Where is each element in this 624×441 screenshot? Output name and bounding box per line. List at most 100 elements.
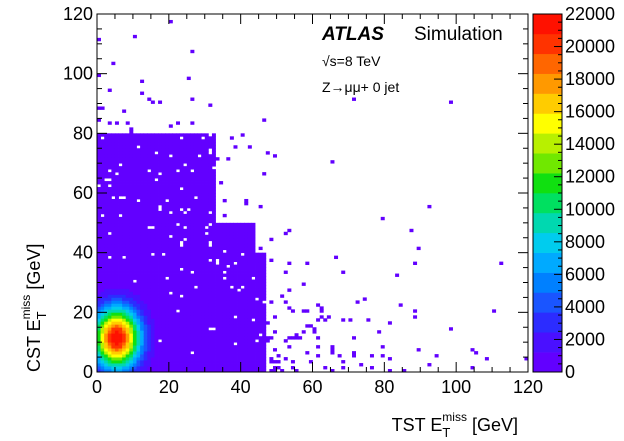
heatmap-cell	[154, 291, 159, 295]
heatmap-cell	[147, 324, 152, 328]
heatmap-cell	[201, 354, 206, 358]
heatmap-cell	[240, 261, 245, 265]
heatmap-cell	[190, 357, 195, 361]
heatmap-cell	[111, 291, 116, 295]
heatmap-cell	[168, 273, 173, 277]
heatmap-cell	[165, 249, 170, 254]
heatmap-cell	[222, 321, 227, 325]
heatmap-cell	[258, 252, 263, 257]
heatmap-cell	[201, 219, 206, 224]
heatmap-cell	[107, 333, 112, 337]
heatmap-cell	[100, 276, 105, 280]
heatmap-cell	[150, 324, 155, 328]
heatmap-cell	[161, 216, 166, 221]
heatmap-cell	[100, 190, 105, 194]
heatmap-cell	[172, 136, 177, 140]
heatmap-cell	[208, 193, 213, 197]
heatmap-cell	[201, 282, 206, 286]
heatmap-cell	[197, 309, 202, 313]
heatmap-cell	[211, 172, 216, 176]
heatmap-cell	[114, 345, 119, 349]
heatmap-cell	[204, 279, 209, 283]
heatmap-cell	[161, 237, 166, 242]
heatmap-cell	[125, 294, 130, 298]
heatmap-cell	[244, 306, 249, 310]
heatmap-cell	[114, 207, 119, 212]
heatmap-cell	[107, 195, 112, 200]
heatmap-cell	[222, 261, 227, 265]
heatmap-cell	[125, 133, 130, 137]
heatmap-cell	[201, 240, 206, 245]
heatmap-cell	[201, 255, 206, 260]
heatmap-cell	[136, 297, 141, 301]
heatmap-cell	[172, 318, 177, 322]
heatmap-cell	[147, 354, 152, 358]
heatmap-cell	[114, 306, 119, 310]
heatmap-cell	[201, 258, 206, 263]
heatmap-cell	[114, 240, 119, 245]
heatmap-cell	[122, 312, 127, 316]
heatmap-cell	[193, 339, 198, 343]
heatmap-cell	[111, 249, 116, 254]
heatmap-cell	[136, 315, 141, 319]
heatmap-cell	[197, 291, 202, 295]
heatmap-cell	[150, 261, 155, 265]
heatmap-cell	[154, 237, 159, 242]
heatmap-cell	[107, 216, 112, 221]
heatmap-cell	[208, 291, 213, 295]
heatmap-cell	[104, 285, 109, 289]
heatmap-cell	[118, 207, 123, 212]
heatmap-cell	[122, 175, 127, 179]
heatmap-cell	[211, 318, 216, 322]
heatmap-cell	[132, 204, 137, 209]
heatmap-cell	[100, 222, 105, 227]
heatmap-cell	[179, 213, 184, 218]
heatmap-cell	[215, 255, 220, 260]
heatmap-cell	[97, 339, 101, 343]
heatmap-cell	[179, 348, 184, 352]
heatmap-cell	[161, 360, 166, 364]
heatmap-cell	[208, 145, 213, 149]
heatmap-cell	[143, 231, 148, 236]
heatmap-cell	[179, 157, 184, 161]
heatmap-cell	[104, 261, 109, 265]
heatmap-cell	[240, 237, 245, 242]
heatmap-cell	[114, 279, 119, 283]
heatmap-cell	[255, 285, 260, 289]
heatmap-cell	[147, 237, 152, 242]
heatmap-cell	[176, 184, 181, 188]
heatmap-cell	[176, 198, 181, 203]
heatmap-cell	[244, 348, 249, 352]
heatmap-cell	[107, 330, 112, 334]
heatmap-cell	[129, 321, 134, 325]
heatmap-cell	[136, 252, 141, 257]
heatmap-cell	[104, 318, 109, 322]
heatmap-cell	[107, 151, 112, 155]
heatmap-cell	[100, 252, 105, 257]
heatmap-cell	[168, 339, 173, 343]
heatmap-cell	[165, 195, 170, 200]
heatmap-cell	[100, 282, 105, 286]
heatmap-cell	[355, 300, 360, 304]
heatmap-cell	[132, 252, 137, 257]
heatmap-cell	[208, 172, 213, 176]
heatmap-cell	[190, 49, 195, 54]
heatmap-cell	[201, 178, 206, 182]
heatmap-cell	[262, 321, 267, 325]
heatmap-cell	[211, 303, 216, 307]
heatmap-cell	[158, 300, 163, 304]
heatmap-cell	[111, 324, 116, 328]
heatmap-cell	[100, 303, 105, 307]
heatmap-cell	[107, 264, 112, 268]
heatmap-cell	[111, 303, 116, 307]
heatmap-cell	[168, 303, 173, 307]
heatmap-cell	[150, 333, 155, 337]
heatmap-cell	[201, 264, 206, 268]
heatmap-cell	[140, 348, 145, 352]
heatmap-cell	[240, 336, 245, 340]
heatmap-cell	[143, 151, 148, 155]
heatmap-cell	[125, 148, 130, 152]
heatmap-cell	[179, 198, 184, 203]
heatmap-cell	[204, 258, 209, 263]
